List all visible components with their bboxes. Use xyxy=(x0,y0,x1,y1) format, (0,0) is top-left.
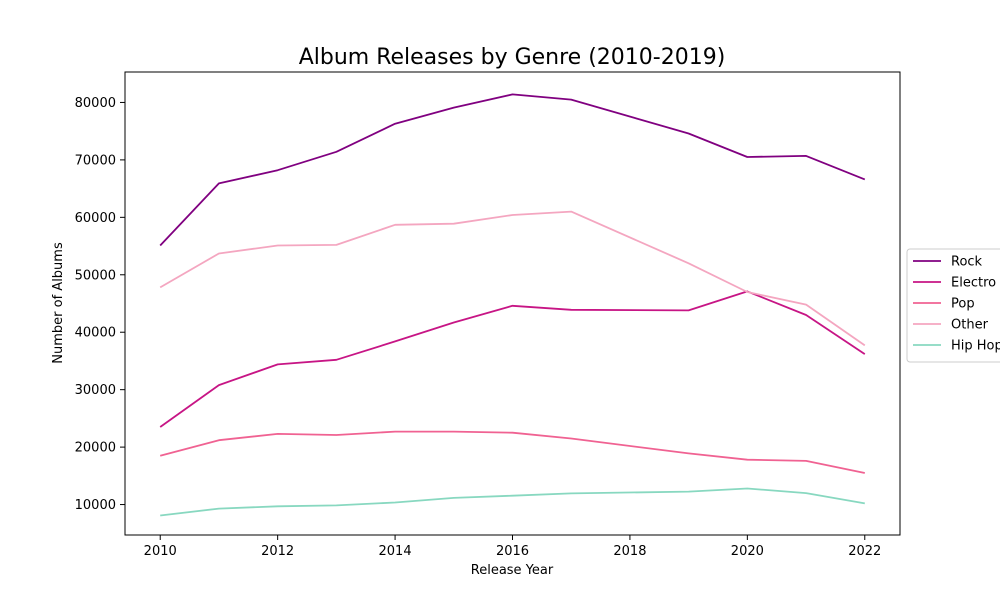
y-axis-label: Number of Albums xyxy=(51,242,66,364)
legend-label: Pop xyxy=(951,297,975,312)
legend-box xyxy=(906,248,1000,363)
legend-label: Electro xyxy=(951,276,996,291)
y-tick-label: 30000 xyxy=(75,383,116,398)
legend-label: Hip Hop xyxy=(951,339,1000,354)
x-tick-label: 2014 xyxy=(379,544,412,559)
x-axis-label: Release Year xyxy=(471,563,554,578)
y-tick-label: 50000 xyxy=(75,268,116,283)
y-axis: 10000 20000 30000 40000 50000 60000 70000 80000 xyxy=(75,96,125,513)
chart-title: Album Releases by Genre (2010-2019) xyxy=(299,45,726,70)
series-group xyxy=(159,93,866,517)
x-tick-label: 2016 xyxy=(496,544,529,559)
y-tick-label: 80000 xyxy=(75,96,116,111)
y-tick-label: 20000 xyxy=(75,441,116,456)
x-tick-label: 2012 xyxy=(261,544,294,559)
series-line-other xyxy=(159,210,866,347)
y-tick-label: 10000 xyxy=(75,498,116,513)
y-tick-label: 40000 xyxy=(75,326,116,341)
legend: Rock Electro Pop Other Hip Hop xyxy=(906,248,1000,363)
series-line-pop xyxy=(159,430,865,474)
y-tick-label: 60000 xyxy=(75,211,116,226)
series-line-electro xyxy=(159,290,866,428)
plot-frame xyxy=(124,71,901,536)
x-tick-label: 2010 xyxy=(144,544,177,559)
x-tick-label: 2018 xyxy=(613,544,646,559)
x-axis: 2010 2012 2014 2016 2018 2020 2022 xyxy=(144,535,881,559)
y-tick-label: 70000 xyxy=(75,153,116,168)
legend-label: Rock xyxy=(951,255,983,270)
plot-area xyxy=(124,71,901,536)
series-line-rock xyxy=(159,93,866,247)
x-tick-label: 2020 xyxy=(731,544,764,559)
series-line-hip-hop xyxy=(160,487,865,517)
legend-label: Other xyxy=(951,318,989,333)
x-tick-label: 2022 xyxy=(848,544,881,559)
